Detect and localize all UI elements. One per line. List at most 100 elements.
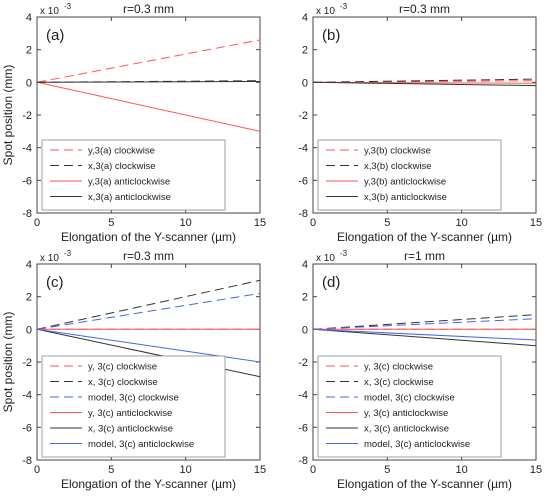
y-multiplier-label: x 10 bbox=[316, 6, 335, 17]
y-tick-label: -8 bbox=[298, 208, 308, 220]
legend: y, 3(c) clockwise x, 3(c) clockwise model,… bbox=[317, 355, 502, 458]
legend-entry: x,3(b) clockwise bbox=[364, 161, 432, 172]
legend-entry: x, 3(c) clockwise bbox=[88, 377, 158, 388]
y-tick-label: 2 bbox=[26, 292, 32, 304]
series-line bbox=[312, 314, 537, 330]
y-exponent-label: -3 bbox=[64, 249, 72, 258]
legend-entry: y,3(b) anticlockwise bbox=[364, 177, 446, 188]
legend-entry: model, 3(c) clockwise bbox=[364, 393, 455, 404]
legend-entry: x, 3(c) clockwise bbox=[364, 377, 434, 388]
x-axis-label: Elongation of the Y-scanner (µm) bbox=[337, 230, 512, 244]
series-line bbox=[36, 81, 261, 132]
y-tick-label: -8 bbox=[22, 455, 32, 467]
x-tick-label: 10 bbox=[456, 464, 468, 476]
y-tick-label: -8 bbox=[22, 208, 32, 220]
x-tick-label: 0 bbox=[34, 464, 40, 476]
y-tick-label: 4 bbox=[302, 259, 308, 271]
x-tick-label: 0 bbox=[310, 217, 316, 229]
y-tick-label: -2 bbox=[22, 357, 32, 369]
y-tick-label: -6 bbox=[298, 175, 308, 187]
series-line bbox=[36, 279, 261, 330]
legend-entry: x,3(b) anticlockwise bbox=[364, 192, 447, 203]
y-multiplier-label: x 10 bbox=[40, 6, 59, 17]
chart-panel-1: 0 5 10 15 -8 -6 -4 -2 0 2 4 x 10 -3 r=0.3 mm (a) Elonga… bbox=[1, 2, 266, 244]
x-tick-label: 5 bbox=[384, 464, 390, 476]
legend-box bbox=[41, 139, 226, 211]
y-multiplier-label: x 10 bbox=[40, 253, 59, 264]
series-line bbox=[312, 318, 537, 330]
y-tick-label: -4 bbox=[22, 143, 32, 155]
y-tick-label: 0 bbox=[302, 77, 308, 89]
panel-label: (a) bbox=[46, 27, 64, 44]
x-tick-label: 0 bbox=[310, 464, 316, 476]
panel-label: (d) bbox=[322, 274, 340, 291]
legend-box bbox=[41, 355, 226, 458]
y-tick-label: 0 bbox=[26, 77, 32, 89]
y-tick-label: -6 bbox=[298, 422, 308, 434]
legend-box bbox=[317, 355, 502, 458]
y-tick-label: 4 bbox=[26, 259, 32, 271]
series-line bbox=[312, 78, 537, 83]
legend-box bbox=[317, 139, 502, 211]
legend-entry: y,3(b) clockwise bbox=[364, 146, 431, 157]
x-tick-label: 15 bbox=[254, 464, 266, 476]
y-tick-label: 2 bbox=[302, 292, 308, 304]
y-tick-label: -4 bbox=[298, 143, 308, 155]
y-tick-label: -2 bbox=[22, 110, 32, 122]
legend-entry: x, 3(c) anticlockwise bbox=[364, 424, 449, 435]
legend-entry: y, 3(c) clockwise bbox=[364, 362, 433, 373]
x-tick-label: 15 bbox=[530, 464, 542, 476]
y-tick-label: 4 bbox=[26, 12, 32, 24]
panel-label: (b) bbox=[322, 27, 340, 44]
y-tick-label: 0 bbox=[26, 324, 32, 336]
legend-entry: y,3(a) clockwise bbox=[88, 146, 155, 157]
chart-title: r=1 mm bbox=[404, 249, 445, 263]
legend-entry: x, 3(c) anticlockwise bbox=[88, 424, 173, 435]
y-tick-label: -4 bbox=[22, 390, 32, 402]
panel-label: (c) bbox=[46, 274, 64, 291]
legend-entry: y, 3(c) anticlockwise bbox=[364, 408, 448, 419]
x-tick-label: 15 bbox=[530, 217, 542, 229]
y-tick-label: -6 bbox=[22, 422, 32, 434]
legend: y,3(a) clockwise x,3(a) clockwise y,3(a) a… bbox=[41, 139, 226, 211]
y-exponent-label: -3 bbox=[64, 2, 72, 11]
y-tick-label: 2 bbox=[26, 45, 32, 57]
x-tick-label: 5 bbox=[108, 217, 114, 229]
y-axis-label: Spot position (mm) bbox=[1, 65, 15, 166]
y-tick-label: 4 bbox=[302, 12, 308, 24]
legend-entry: model, 3(c) clockwise bbox=[88, 393, 179, 404]
series-line bbox=[36, 81, 261, 83]
x-tick-label: 5 bbox=[108, 464, 114, 476]
series-line bbox=[312, 81, 537, 87]
chart-title: r=0.3 mm bbox=[123, 249, 174, 263]
x-axis-label: Elongation of the Y-scanner (µm) bbox=[61, 230, 236, 244]
y-tick-label: -2 bbox=[298, 357, 308, 369]
x-axis-label: Elongation of the Y-scanner (µm) bbox=[337, 477, 512, 491]
series-line bbox=[36, 39, 261, 83]
legend-entry: y,3(a) anticlockwise bbox=[88, 177, 170, 188]
x-tick-label: 5 bbox=[384, 217, 390, 229]
y-multiplier-label: x 10 bbox=[316, 253, 335, 264]
y-tick-label: -8 bbox=[298, 455, 308, 467]
series-line bbox=[312, 328, 537, 341]
x-axis-label: Elongation of the Y-scanner (µm) bbox=[61, 477, 236, 491]
series-line bbox=[312, 80, 537, 83]
chart-title: r=0.3 mm bbox=[399, 2, 450, 16]
legend: y,3(b) clockwise x,3(b) clockwise y,3(b) a… bbox=[317, 139, 502, 211]
y-tick-label: 0 bbox=[302, 324, 308, 336]
legend: y, 3(c) clockwise x, 3(c) clockwise model,… bbox=[41, 355, 226, 458]
y-exponent-label: -3 bbox=[340, 249, 348, 258]
legend-entry: x,3(a) anticlockwise bbox=[88, 192, 171, 203]
x-tick-label: 10 bbox=[180, 217, 192, 229]
y-axis-label: Spot position (mm) bbox=[1, 312, 15, 413]
legend-entry: x,3(a) clockwise bbox=[88, 161, 156, 172]
legend-entry: model, 3(c) anticlockwise bbox=[364, 439, 470, 450]
y-exponent-label: -3 bbox=[340, 2, 348, 11]
series-line bbox=[36, 292, 261, 330]
y-tick-label: -4 bbox=[298, 390, 308, 402]
legend-entry: y, 3(c) anticlockwise bbox=[88, 408, 172, 419]
chart-panel-3: 0 5 10 15 -8 -6 -4 -2 0 2 4 x 10 -3 r=0.3 mm (c) Elonga… bbox=[1, 249, 266, 491]
y-tick-label: -6 bbox=[22, 175, 32, 187]
x-tick-label: 0 bbox=[34, 217, 40, 229]
